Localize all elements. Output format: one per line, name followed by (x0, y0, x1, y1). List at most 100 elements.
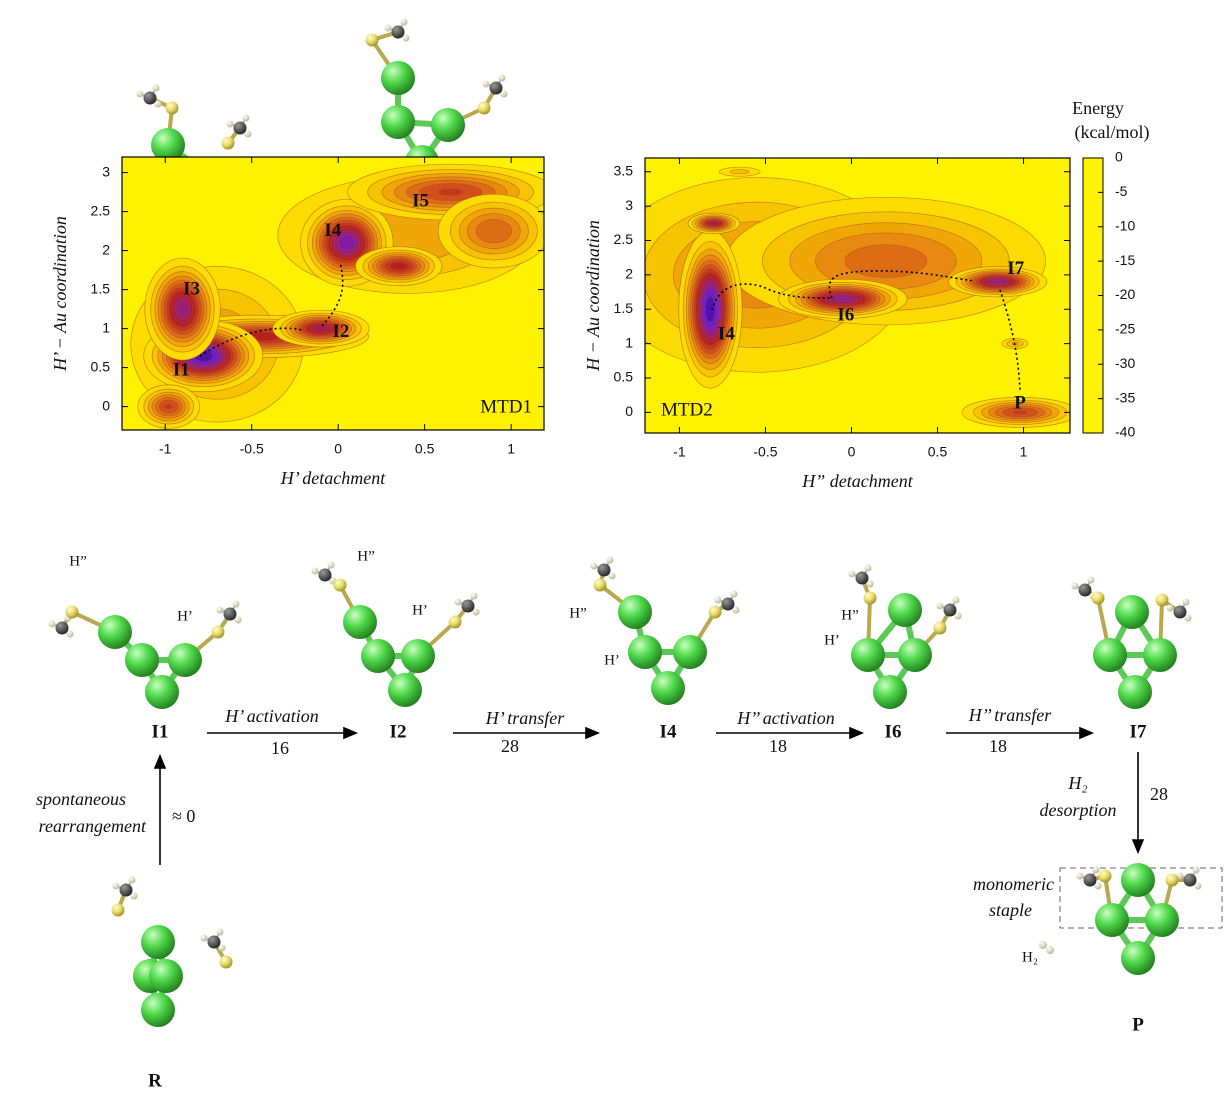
step-label: spontaneous (36, 789, 126, 809)
atom-label: H” (841, 607, 859, 623)
atom (715, 597, 722, 604)
atom (1195, 883, 1202, 890)
basin (949, 267, 1047, 297)
atom (155, 101, 162, 108)
y-tick-label: 1.5 (91, 280, 111, 296)
atom (628, 635, 662, 669)
y-tick-label: 0 (102, 397, 110, 413)
atom (1077, 873, 1084, 880)
y-axis-label: H − Au coordination (583, 220, 603, 372)
state-label: I7 (1130, 721, 1147, 742)
x-tick-label: 0 (334, 441, 342, 457)
atom (49, 621, 56, 628)
atom (166, 102, 179, 115)
atom (235, 617, 242, 624)
colorbar-tick-label: -30 (1115, 355, 1135, 371)
atom (1145, 903, 1179, 937)
atom (131, 893, 138, 900)
atom (403, 35, 410, 42)
step-label: H₂ (1067, 773, 1087, 793)
x-axis-label: H” detachment (801, 471, 913, 491)
atom (849, 571, 856, 578)
atom (141, 993, 175, 1027)
atom (1156, 594, 1169, 607)
atom (431, 108, 465, 142)
contour (993, 280, 1001, 283)
atom (219, 945, 226, 952)
colorbar-tick-label: -15 (1115, 252, 1135, 268)
x-tick-label: 0.5 (415, 441, 435, 457)
atom (937, 603, 944, 610)
atom (1095, 883, 1102, 890)
atom (598, 564, 611, 577)
atom (245, 131, 252, 138)
atom-label: H’ (412, 602, 428, 618)
atom (113, 883, 120, 890)
step-label: rearrangement (39, 816, 147, 836)
atom (1184, 874, 1197, 887)
basin (679, 230, 742, 388)
atom (98, 615, 132, 649)
atom-label: H’ (824, 632, 840, 648)
atom (851, 638, 885, 672)
colorbar-tick-label: -25 (1115, 321, 1135, 337)
basin (438, 194, 549, 268)
minimum-label: I4 (324, 220, 341, 241)
atom (473, 609, 480, 616)
atom (66, 606, 79, 619)
atom-label: H₂ (1022, 949, 1038, 965)
atom (149, 959, 183, 993)
colorbar-label: (kcal/mol) (1075, 122, 1150, 143)
atom (471, 593, 478, 600)
basin (688, 213, 740, 234)
step-label: H’’ activation (736, 708, 834, 728)
x-tick-label: 0 (848, 444, 856, 460)
atom (227, 121, 234, 128)
atom (233, 601, 240, 608)
atom (1072, 583, 1079, 590)
step-label: H’’ transfer (968, 705, 1052, 725)
contour (390, 262, 408, 270)
atom-label: H’ (604, 652, 620, 668)
step-label: desorption (1039, 800, 1116, 820)
atom (1039, 941, 1047, 949)
atom (873, 675, 907, 709)
atom (224, 608, 237, 621)
atom (1174, 606, 1187, 619)
atom (222, 137, 235, 150)
atom (234, 122, 247, 135)
atom (607, 557, 614, 564)
atom (856, 572, 869, 585)
minimum-label: I3 (183, 278, 200, 299)
atom-label: H” (357, 548, 375, 564)
colorbar-tick-label: -10 (1115, 217, 1135, 233)
atom (1088, 577, 1095, 584)
minimum-label: I6 (837, 304, 854, 325)
x-tick-label: 1 (507, 441, 515, 457)
contour (708, 221, 719, 225)
atom (381, 105, 415, 139)
y-tick-label: 2.5 (614, 231, 634, 247)
barrier: 16 (271, 738, 289, 758)
barrier: 28 (1150, 784, 1168, 804)
atom (153, 85, 160, 92)
x-tick-label: -0.5 (753, 444, 777, 460)
surface (604, 158, 1078, 433)
atom (208, 936, 221, 949)
atom (1143, 638, 1177, 672)
atom (67, 631, 74, 638)
atom (334, 579, 347, 592)
x-tick-label: 1 (1020, 444, 1028, 460)
atom (1183, 599, 1190, 606)
atom (594, 579, 607, 592)
atom (673, 635, 707, 669)
atom (864, 592, 877, 605)
atom (144, 92, 157, 105)
contour (311, 325, 332, 333)
atom (381, 61, 415, 95)
contour (730, 170, 749, 174)
atom (888, 593, 922, 627)
y-tick-label: 3.5 (614, 162, 634, 178)
atom (483, 81, 490, 88)
minimum-label: I2 (332, 321, 349, 342)
